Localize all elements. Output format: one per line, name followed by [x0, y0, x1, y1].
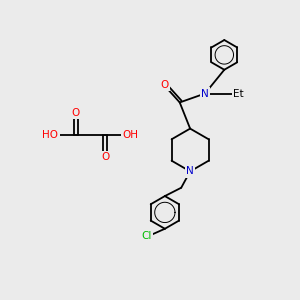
Text: OH: OH [123, 130, 139, 140]
Text: HO: HO [42, 130, 58, 140]
Text: Et: Et [233, 88, 244, 98]
Text: N: N [201, 88, 209, 98]
Text: Cl: Cl [142, 231, 152, 241]
Text: O: O [72, 108, 80, 118]
Text: O: O [161, 80, 169, 90]
Text: O: O [101, 152, 110, 162]
Text: N: N [186, 167, 194, 176]
